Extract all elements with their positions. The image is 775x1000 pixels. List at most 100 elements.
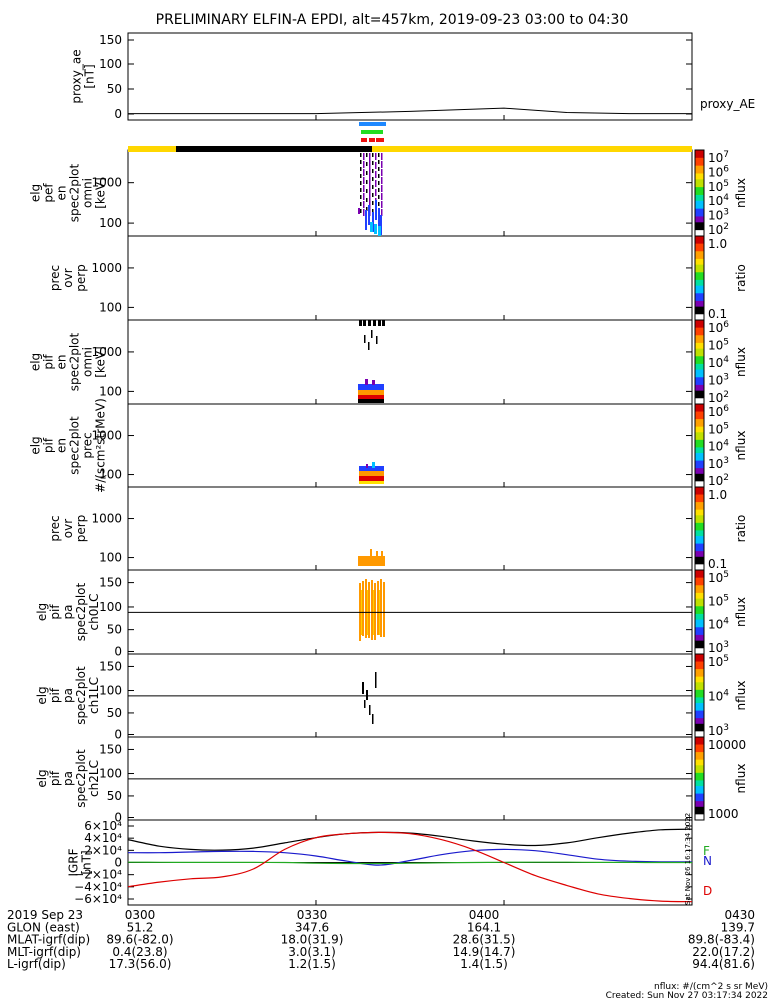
- colorbar-cell: [695, 293, 704, 296]
- colorbar-exponent: 2: [723, 222, 729, 232]
- electron-flux-cell: [375, 180, 377, 187]
- ratio-cell: [381, 551, 383, 559]
- colorbar-cell: [695, 738, 704, 742]
- colorbar-cell: [695, 642, 704, 646]
- electron-flux-cell: [381, 169, 383, 176]
- colorbar-tick-label: 104: [708, 689, 729, 704]
- colorbar-cell: [695, 278, 704, 281]
- colorbar-tick-label: 106: [708, 404, 729, 419]
- y-tick-label: 100: [99, 57, 122, 71]
- pitch-angle-cell: [365, 579, 367, 638]
- colorbar-cell: [695, 224, 704, 227]
- colorbar-cell: [695, 655, 704, 659]
- colorbar-exponent: 6: [723, 404, 729, 414]
- electron-flux-cell: [378, 160, 380, 164]
- colorbar-tick-label: 106: [708, 320, 729, 335]
- colorbar-cell: [695, 268, 704, 271]
- footer-ephemeris: 2019 Sep 23 0300 0330 0400 0430 GLON (east) 51…: [7, 908, 755, 971]
- colorbar-cell: [695, 617, 704, 621]
- colorbar-cell: [695, 602, 704, 605]
- colorbar-cell: [695, 710, 704, 714]
- y-axis-label: pef: [42, 183, 56, 203]
- colorbar-cell: [695, 473, 704, 477]
- footer-value: 0400: [469, 908, 500, 922]
- colorbar-cell: [695, 276, 704, 279]
- colorbar-cell: [695, 678, 704, 682]
- colorbar-cell: [695, 606, 704, 609]
- colorbar-cell: [695, 750, 704, 753]
- electron-flux-cell: [371, 330, 373, 338]
- y-tick-label: 6×10⁴: [84, 819, 122, 833]
- footer-value: 89.8(-83.4): [688, 933, 755, 947]
- colorbar-cell: [695, 492, 704, 496]
- colorbar-cell: [695, 808, 704, 812]
- colorbar-cell: [695, 687, 704, 691]
- colorbar-cell: [695, 735, 704, 738]
- colorbar-exponent: 4: [723, 355, 729, 365]
- panel-elg_pif_prec: elg pif en spec2plot prec #/(scm²strMeV)1000 1…: [29, 398, 749, 493]
- electron-flux-cell: [358, 390, 384, 395]
- footer-value: 164.1: [467, 920, 501, 934]
- colorbar-cell: [695, 212, 704, 216]
- y-tick-label: 50: [107, 82, 122, 96]
- colorbar-cell: [695, 218, 704, 221]
- colorbar-cell: [695, 742, 704, 746]
- electron-flux-cell: [365, 210, 367, 230]
- colorbar-cell: [695, 682, 704, 685]
- colorbar-cell: [695, 748, 704, 751]
- colorbar-cell: [695, 281, 704, 285]
- colorbar-cell: [695, 371, 704, 375]
- colorbar-tick-label: 105: [708, 570, 729, 585]
- colorbar-cell: [695, 720, 704, 723]
- colorbar-exponent: 3: [723, 373, 729, 383]
- colorbar-cell: [695, 814, 704, 817]
- colorbar-cell: [695, 810, 704, 814]
- colorbar-cell: [695, 424, 704, 428]
- colorbar-cell: [695, 151, 704, 155]
- colorbar-cell: [695, 674, 704, 678]
- colorbar-cell: [695, 530, 704, 533]
- y-axis-label: spec2plot: [74, 582, 88, 641]
- colorbar-exponent: 6: [723, 320, 729, 330]
- colorbar-cell: [695, 344, 704, 348]
- colorbar-cell: [695, 295, 704, 298]
- colorbar-cell: [695, 585, 704, 588]
- colorbar-cell: [695, 667, 704, 670]
- y-axis-label: pa: [61, 771, 75, 786]
- electron-flux-cell: [363, 161, 365, 168]
- colorbar-exponent: 3: [723, 208, 729, 218]
- y-axis-label: prec: [48, 515, 62, 541]
- y-axis-label: [nT]: [83, 64, 97, 88]
- colorbar-cell: [695, 228, 704, 231]
- colorbar-cell: [695, 383, 704, 386]
- status-bars: [128, 122, 692, 152]
- colorbar-cell: [695, 577, 704, 581]
- colorbar-cell: [695, 185, 704, 188]
- colorbar-cell: [695, 487, 704, 490]
- electron-flux-cell: [363, 193, 365, 200]
- electron-flux-cell: [369, 181, 371, 188]
- colorbar-cell: [695, 187, 704, 190]
- colorbar-cell: [695, 727, 704, 731]
- electron-flux-cell: [359, 320, 362, 326]
- colorbar-cell: [695, 163, 704, 167]
- colorbar-title: ratio: [734, 264, 748, 292]
- status-bar-black: [176, 146, 372, 152]
- colorbar-cell: [695, 360, 704, 363]
- colorbar-cell: [695, 575, 704, 579]
- colorbar-cell: [695, 153, 704, 157]
- colorbar-cell: [695, 786, 704, 789]
- colorbar-exponent: 4: [723, 439, 729, 449]
- colorbar-cell: [695, 776, 704, 780]
- colorbar-cell: [695, 181, 704, 184]
- colorbar-cell: [695, 795, 704, 798]
- colorbar-cell: [695, 648, 704, 651]
- y-tick-label: 4×10⁴: [84, 831, 122, 845]
- colorbar-cell: [695, 669, 704, 672]
- pitch-angle-cell: [362, 682, 364, 694]
- colorbar-cell: [695, 545, 704, 548]
- electron-flux-cell: [376, 336, 378, 344]
- pitch-angle-cell: [375, 672, 377, 688]
- footer-row-label: GLON (east): [7, 920, 80, 934]
